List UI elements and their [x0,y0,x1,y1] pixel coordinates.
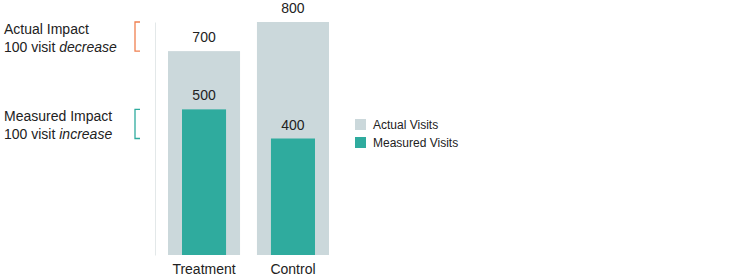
y-axis [155,23,156,256]
bar [257,22,329,255]
legend-swatch [355,119,366,130]
x-tick-label: Control [270,261,315,277]
data-labels: 700 800 500 400 [192,0,305,133]
x-axis: Treatment Control [172,255,315,277]
bar [271,139,315,256]
chart: 700 800 500 400 Treatment Control Actual Impac… [0,0,736,277]
annotation-text: 100 visit increase [4,126,112,142]
x-tick: Treatment [172,255,235,277]
y-axis-line [155,23,156,256]
annotations: Actual Impact 100 visit decrease Measured … [4,21,140,142]
bar [168,51,240,255]
annotation-emphasis: increase [59,126,112,142]
bracket [135,22,140,51]
legend-label: Measured Visits [373,136,458,150]
annotation-part: 100 visit [4,39,59,55]
annotation-emphasis: decrease [59,39,117,55]
legend-item: Actual Visits [355,118,438,132]
legend: Actual Visits Measured Visits [355,118,458,150]
annotation-title: Measured Impact [4,108,112,124]
annotation-part: 100 visit [4,126,59,142]
data-label: 500 [192,87,216,103]
data-label: 400 [281,117,305,133]
x-tick-label: Treatment [172,261,235,277]
legend-label: Actual Visits [373,118,438,132]
annotation-text: 100 visit decrease [4,39,117,55]
bars [168,22,329,255]
data-label: 700 [192,29,216,45]
annotation-title: Actual Impact [4,21,89,37]
bar [182,109,226,255]
x-tick: Control [270,255,315,277]
data-label: 800 [281,0,305,16]
legend-item: Measured Visits [355,136,458,150]
bracket [135,109,140,138]
legend-swatch [355,137,366,148]
